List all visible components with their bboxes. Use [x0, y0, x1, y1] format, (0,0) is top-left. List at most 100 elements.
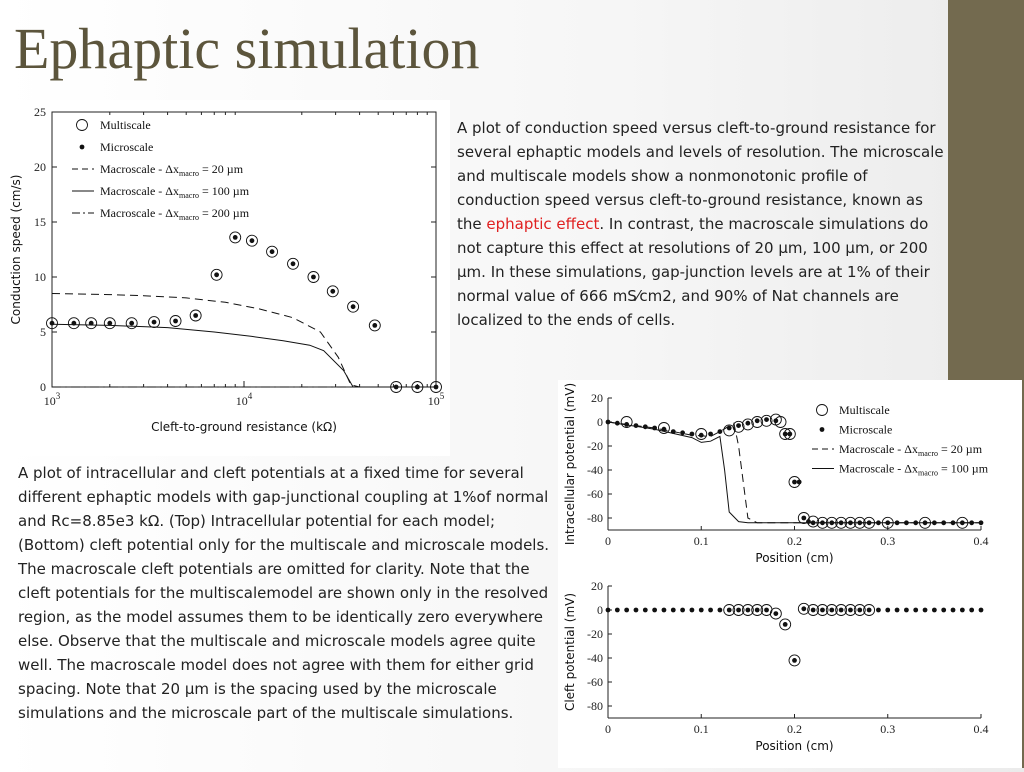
intracellular-multiscale-point: [741, 418, 754, 431]
intracellular-x-tick-label: 0.4: [974, 534, 989, 548]
speed-microscale-point: [232, 235, 238, 240]
intracellular-microscale-point: [787, 431, 793, 437]
speed-microscale-point: [173, 318, 178, 324]
legend-label: Microscale: [100, 140, 153, 154]
intracellular-microscale-point: [885, 520, 891, 526]
intracellular-microscale-point: [806, 519, 811, 524]
speed-multiscale-point: [347, 300, 360, 313]
speed-multiscale-point: [307, 271, 320, 283]
intracellular-multiscale-point: [732, 420, 745, 433]
cleft-microscale-point: [764, 607, 769, 613]
cleft-multiscale-point: [835, 604, 848, 616]
cleft-y-tick-label: -80: [587, 699, 603, 713]
cleft-microscale-point: [978, 607, 984, 613]
legend-marker: [76, 119, 88, 131]
intracellular-x-tick-label: 0: [605, 534, 611, 548]
intracellular-microscale-point: [633, 423, 639, 428]
intracellular-microscale-point: [904, 520, 909, 526]
intracellular-multiscale-point: [881, 516, 894, 529]
speed-multiscale-point: [266, 245, 279, 258]
cleft-microscale-point: [801, 606, 807, 612]
intracellular-multiscale-point: [760, 414, 773, 427]
cleft-microscale-point: [633, 607, 639, 613]
legend-label: Macroscale - Δxmacro = 100 µm: [839, 462, 989, 478]
speed-microscale-point: [49, 320, 55, 326]
y-tick-label: 25: [34, 105, 46, 119]
intracellular-microscale-point: [614, 420, 620, 426]
intracellular-microscale-point: [754, 418, 760, 424]
speed-multiscale-point: [103, 317, 116, 330]
speed-multiscale-point: [210, 268, 223, 281]
speed-line-dashed: [51, 293, 436, 388]
intracellular-microscale-point: [796, 479, 802, 485]
cleft-x-tick-label: 0.4: [974, 722, 989, 736]
cleft-microscale-point: [773, 611, 779, 616]
x-tick-label: 103: [44, 391, 61, 408]
speed-multiscale-point: [46, 317, 58, 330]
speed-multiscale-point: [148, 316, 160, 329]
legend-marker: [819, 427, 825, 432]
speed-line-solid: [51, 323, 436, 388]
description-text: A plot of conduction speed versus cleft-…: [457, 119, 944, 233]
x-tick-label: 105: [428, 391, 445, 408]
intracellular-microscale-point: [652, 425, 658, 431]
intracellular-microscale-point: [922, 520, 928, 526]
speed-microscale-point: [269, 249, 275, 255]
x-tick-label: 104: [236, 391, 253, 408]
speed-multiscale-point: [229, 231, 242, 244]
speed-microscale-point: [107, 320, 113, 326]
cleft-x-tick-label: 0.3: [880, 722, 895, 736]
cleft-x-tick-label: 0: [605, 722, 611, 736]
speed-multiscale-point: [245, 234, 258, 247]
intracellular-y-axis-label: Intracellular potential (mV): [563, 383, 577, 545]
intracellular-microscale-point: [745, 420, 751, 426]
speed-multiscale-point: [85, 317, 98, 330]
cleft-microscale-point: [652, 607, 658, 613]
y-tick-label: 15: [34, 215, 46, 229]
cleft-microscale-point: [698, 607, 704, 613]
speed-microscale-point: [350, 304, 356, 310]
legend: Multiscale Microscale Macroscale - Δxmacro…: [72, 118, 250, 222]
legend-marker: [816, 404, 828, 416]
cleft-microscale-point: [736, 607, 741, 613]
intracellular-multiscale-point: [863, 516, 876, 529]
speed-microscale-point: [214, 272, 220, 278]
intracellular-x-axis-label: Position (cm): [755, 551, 833, 565]
speed-microscale-point: [433, 384, 439, 390]
intracellular-microscale-point: [959, 520, 965, 526]
intracellular-microscale-point: [950, 520, 956, 526]
cleft-microscale-point: [913, 607, 919, 613]
intracellular-microscale-point: [736, 423, 741, 428]
speed-multiscale-point: [411, 381, 424, 393]
speed-microscale-point: [290, 261, 296, 267]
intracellular-multiscale-point: [751, 416, 764, 428]
intracellular-line-solid: [607, 421, 981, 524]
speed-multiscale-point: [368, 319, 381, 332]
speed-multiscale-point: [169, 315, 182, 327]
cleft-multiscale-point: [732, 604, 745, 616]
intracellular-microscale-point: [829, 520, 835, 526]
y-axis-label: Conduction speed (cm/s): [9, 175, 23, 325]
speed-microscale-point: [151, 319, 157, 325]
cleft-y-tick-label: 20: [591, 579, 603, 593]
intracellular-microscale-point: [792, 479, 797, 485]
cleft-microscale-point: [624, 607, 630, 613]
cleft-x-tick-label: 0.1: [694, 722, 709, 736]
intracellular-microscale-point: [670, 429, 676, 434]
intracellular-microscale-point: [838, 520, 844, 526]
legend-label: Macroscale - Δxmacro = 200 µm: [100, 206, 250, 222]
intracellular-microscale-point: [782, 431, 788, 437]
cleft-multiscale-point: [741, 604, 754, 616]
cleft-y-tick-label: 0: [597, 603, 603, 617]
intracellular-multiscale-point: [825, 516, 838, 529]
conduction-speed-chart: 0 5 10 15 20 25 103 104 105 Cleft-to-ground resis…: [9, 105, 445, 434]
cleft-microscale-point: [820, 607, 825, 613]
intracellular-microscale-point: [764, 417, 769, 422]
intracellular-microscale-point: [820, 520, 825, 526]
cleft-microscale-point: [792, 658, 797, 663]
speed-multiscale-point: [189, 309, 202, 322]
intracellular-microscale-point: [624, 422, 630, 427]
legend-label: Macroscale - Δxmacro = 100 µm: [100, 184, 250, 200]
cleft-microscale-point: [605, 607, 611, 613]
intracellular-microscale-point: [810, 520, 816, 526]
